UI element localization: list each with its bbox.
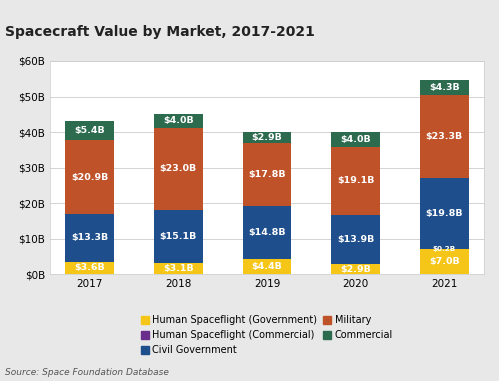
Text: $3.6B: $3.6B — [74, 263, 105, 272]
Text: $19.1B: $19.1B — [337, 176, 374, 185]
Bar — [243, 259, 291, 274]
Bar — [65, 261, 114, 274]
Text: $4.0B: $4.0B — [340, 135, 371, 144]
Bar — [243, 206, 291, 259]
Text: $4.4B: $4.4B — [251, 262, 282, 271]
Text: $7.0B: $7.0B — [429, 258, 460, 266]
Text: $17.8B: $17.8B — [248, 170, 286, 179]
Legend: Human Spaceflight (Government), Human Spaceflight (Commercial), Civil Government: Human Spaceflight (Government), Human Sp… — [141, 315, 393, 355]
Text: $4.0B: $4.0B — [163, 116, 194, 125]
Bar — [154, 114, 203, 128]
Bar — [331, 215, 380, 264]
Bar — [243, 143, 291, 206]
Bar — [420, 249, 469, 250]
Text: $19.8B: $19.8B — [426, 209, 463, 218]
Text: $13.9B: $13.9B — [337, 235, 374, 244]
Text: $20.9B: $20.9B — [71, 173, 108, 182]
Text: $23.3B: $23.3B — [426, 132, 463, 141]
Bar — [154, 263, 203, 274]
Bar — [420, 250, 469, 274]
Bar — [65, 140, 114, 214]
Text: $13.3B: $13.3B — [71, 234, 108, 242]
Bar — [65, 121, 114, 140]
Text: $2.9B: $2.9B — [340, 265, 371, 274]
Bar — [420, 178, 469, 249]
Text: $3.1B: $3.1B — [163, 264, 194, 273]
Bar — [65, 214, 114, 261]
Bar — [331, 264, 380, 274]
Bar — [154, 210, 203, 263]
Bar — [331, 133, 380, 147]
Bar — [420, 80, 469, 96]
Text: $14.8B: $14.8B — [248, 228, 286, 237]
Text: $4.3B: $4.3B — [429, 83, 460, 92]
Text: $5.4B: $5.4B — [74, 126, 105, 135]
Bar — [243, 133, 291, 143]
Bar — [154, 128, 203, 210]
Text: $2.9B: $2.9B — [251, 133, 282, 142]
Text: Spacecraft Value by Market, 2017-2021: Spacecraft Value by Market, 2017-2021 — [5, 25, 315, 39]
Text: Source: Space Foundation Database: Source: Space Foundation Database — [5, 368, 169, 377]
Text: $15.1B: $15.1B — [160, 232, 197, 241]
Text: $23.0B: $23.0B — [160, 164, 197, 173]
Bar — [420, 96, 469, 178]
Bar — [331, 147, 380, 215]
Text: $0.2B: $0.2B — [433, 246, 456, 252]
